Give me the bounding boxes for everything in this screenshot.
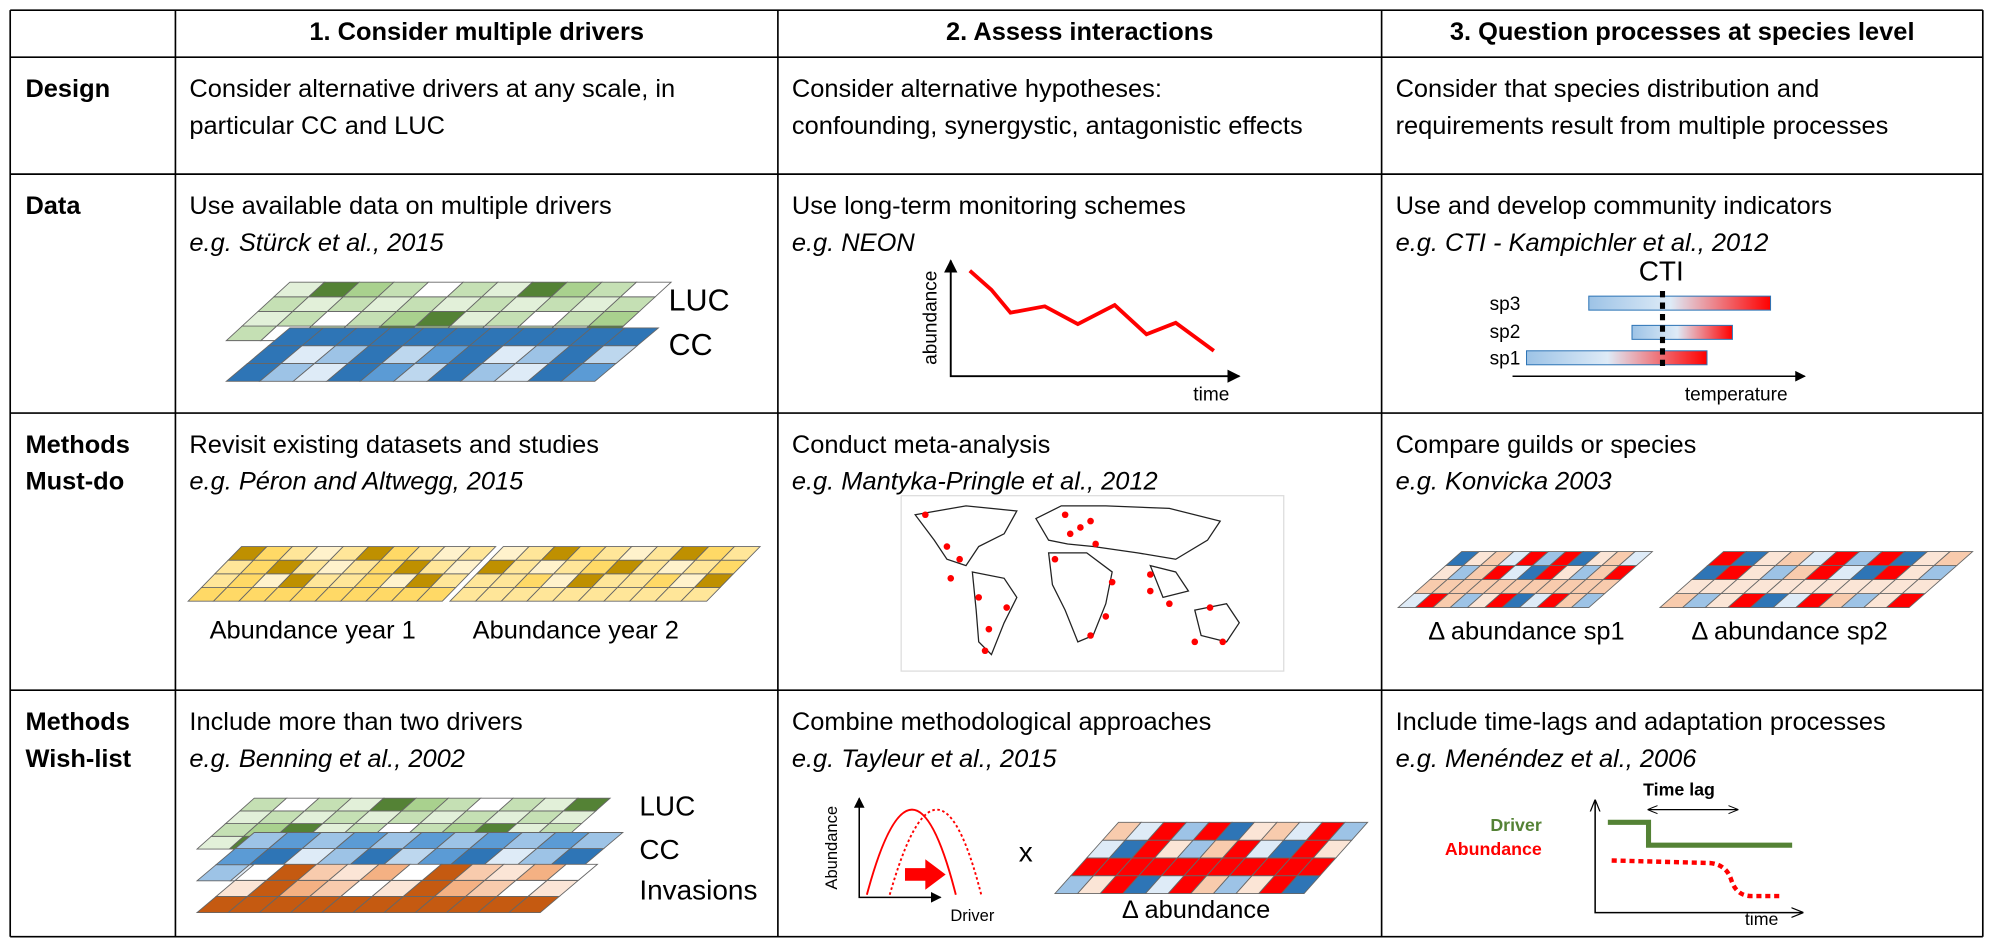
comparison-table: 1. Consider multiple drivers 2. Assess in… <box>0 0 1993 938</box>
study-site <box>986 626 993 633</box>
study-site <box>1207 604 1214 611</box>
study-site <box>1062 511 1069 518</box>
grid-layer <box>197 864 597 912</box>
citation: e.g. Benning et al., 2002 <box>189 745 464 773</box>
study-site <box>1052 556 1059 563</box>
cell-text: Consider alternative hypotheses: <box>792 75 1162 103</box>
cell-text: Use and develop community indicators <box>1396 192 1832 220</box>
figure-label: LUC <box>669 284 730 318</box>
figure-label: CTI <box>1639 256 1684 287</box>
cell-text: Combine methodological approaches <box>792 708 1211 736</box>
cell-text: Revisit existing datasets and studies <box>189 431 599 459</box>
study-site <box>1109 579 1116 586</box>
study-site <box>922 511 929 518</box>
cell-text: particular CC and LUC <box>189 112 445 140</box>
cell-text: Include more than two drivers <box>189 708 522 736</box>
figure-label: sp2 <box>1490 322 1521 343</box>
cell-text: requirements result from multiple proces… <box>1396 112 1889 140</box>
figure-label: sp3 <box>1490 294 1521 315</box>
row-label: Methods <box>25 708 129 736</box>
cell-text: confounding, synergystic, antagonistic e… <box>792 112 1303 140</box>
row-label: Methods <box>25 431 129 459</box>
citation: e.g. Tayleur et al., 2015 <box>792 745 1057 773</box>
study-site <box>1003 604 1010 611</box>
grid-layer <box>226 328 658 381</box>
grid-layer <box>450 547 760 602</box>
study-site <box>956 556 963 563</box>
figure-label: Δ abundance <box>1122 896 1270 924</box>
study-site <box>1191 639 1198 646</box>
figure-label: time <box>1193 384 1229 405</box>
figure-label: Abundance year 1 <box>210 616 416 644</box>
drawing <box>951 261 1240 377</box>
grid-layer <box>1398 552 1652 608</box>
cell-text: Conduct meta-analysis <box>792 431 1050 459</box>
figure-label: CC <box>639 834 679 865</box>
citation: e.g. Mantyka-Pringle et al., 2012 <box>792 468 1158 496</box>
column-header: 3. Question processes at species level <box>1450 18 1915 46</box>
lagged-response <box>1612 860 1780 896</box>
study-site <box>1087 632 1094 639</box>
grid-layer <box>1660 552 1973 608</box>
figure-label: Abundance <box>822 806 841 890</box>
cell-text: Use available data on multiple drivers <box>189 192 611 220</box>
figure-label: Δ abundance sp2 <box>1691 618 1887 646</box>
study-site <box>1219 639 1226 646</box>
study-site <box>1087 518 1094 525</box>
row-label: Data <box>25 192 81 220</box>
drawing <box>1608 822 1792 845</box>
figure-label: abundance <box>921 271 942 365</box>
figure-label: LUC <box>639 791 695 822</box>
figure-label: Abundance <box>1445 839 1542 859</box>
study-site <box>1092 541 1099 548</box>
study-site <box>1147 588 1154 595</box>
figure-label: x <box>1019 837 1033 868</box>
drawing <box>970 271 1214 351</box>
row-label: Design <box>25 75 110 103</box>
study-site <box>1077 524 1084 531</box>
figure-label: Driver <box>950 906 995 925</box>
figure-label: Invasions <box>639 875 757 906</box>
citation: e.g. NEON <box>792 229 915 257</box>
study-site <box>947 575 954 582</box>
figure-label: Time lag <box>1643 779 1715 799</box>
cell-text: Consider that species distribution and <box>1396 75 1820 103</box>
study-site <box>1067 531 1074 538</box>
grid-layer <box>188 547 496 602</box>
cell-text: Compare guilds or species <box>1396 431 1697 459</box>
grid-layer <box>1055 822 1368 893</box>
range-bar <box>1527 351 1707 365</box>
figure-label: CC <box>669 328 713 362</box>
figure-label: time <box>1745 909 1779 929</box>
citation: e.g. Stürck et al., 2015 <box>189 229 444 257</box>
figure-label: sp1 <box>1490 349 1521 370</box>
figure-label: Δ abundance sp1 <box>1428 618 1624 646</box>
study-site <box>975 594 982 601</box>
figure-label: temperature <box>1685 384 1788 405</box>
study-site <box>1147 571 1154 578</box>
citation: e.g. Péron and Altwegg, 2015 <box>189 468 524 496</box>
citation: e.g. CTI - Kampichler et al., 2012 <box>1396 229 1769 257</box>
figure-label: Abundance year 2 <box>473 616 679 644</box>
row-label: Wish-list <box>25 745 131 773</box>
study-site <box>1166 600 1173 607</box>
cell-text: Consider alternative drivers at any scal… <box>189 75 675 103</box>
drawing <box>1595 801 1802 913</box>
cell-text: Use long-term monitoring schemes <box>792 192 1186 220</box>
shift-arrow <box>905 859 946 890</box>
response-curve <box>867 810 956 895</box>
range-bar <box>1589 296 1771 310</box>
column-header: 1. Consider multiple drivers <box>309 18 644 46</box>
row-label: Must-do <box>25 468 124 496</box>
cell-text: Include time-lags and adaptation process… <box>1396 708 1886 736</box>
citation: e.g. Menéndez et al., 2006 <box>1396 745 1698 773</box>
citation: e.g. Konvicka 2003 <box>1396 468 1612 496</box>
range-bar <box>1632 325 1732 339</box>
study-site <box>982 647 989 654</box>
study-site <box>1103 613 1110 620</box>
figure-label: Driver <box>1490 815 1541 835</box>
page: 1. Consider multiple drivers 2. Assess in… <box>0 0 1993 938</box>
study-site <box>944 543 951 550</box>
column-header: 2. Assess interactions <box>946 18 1213 46</box>
